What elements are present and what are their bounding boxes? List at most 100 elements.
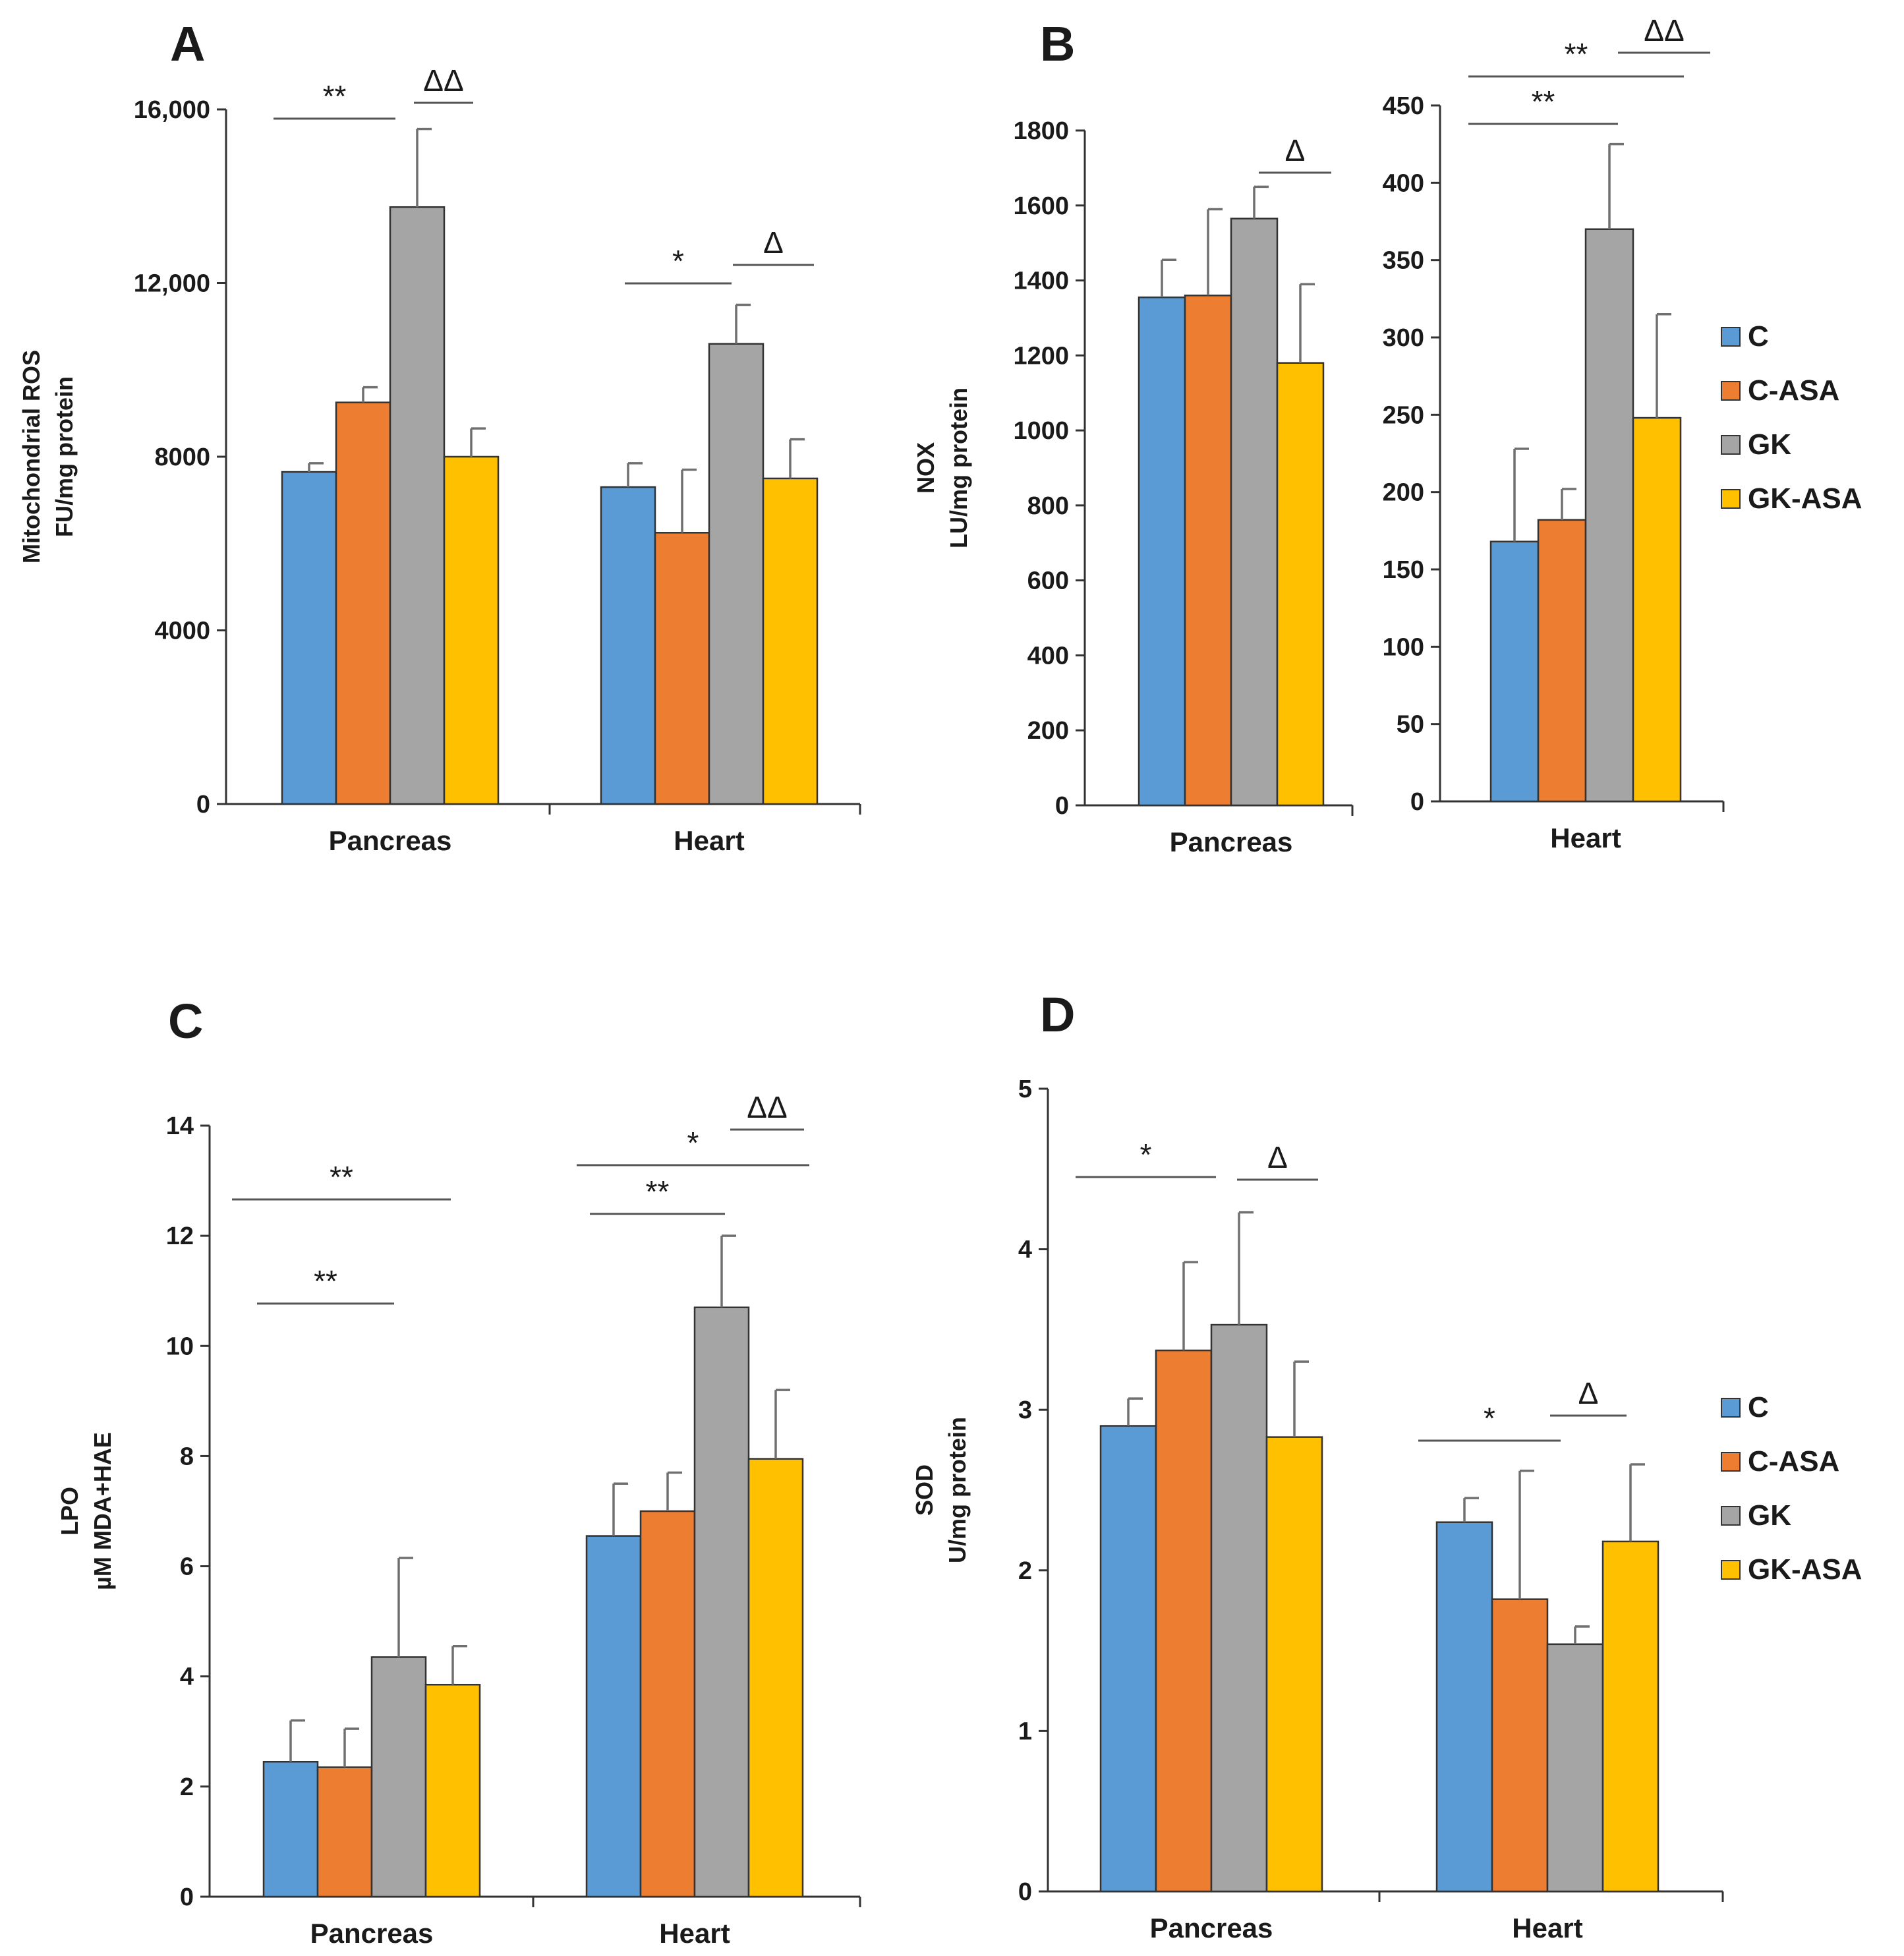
y-tick-label: 1800 — [1013, 117, 1069, 145]
bar-c-pancreas — [1099, 1425, 1157, 1893]
y-tick-label: 0 — [1055, 792, 1069, 820]
significance-marker: Δ — [763, 225, 784, 260]
legend-bottom: C C-ASA GK GK-ASA — [1721, 1391, 1862, 1586]
chart-a: 0 4000 8000 12,000 16,000 Pancreas Heart Mitoch… — [18, 16, 861, 856]
bar-gk-asa-heart — [1601, 1540, 1659, 1893]
y-tick-label: 2 — [1018, 1557, 1032, 1585]
significance-marker: ΔΔ — [423, 63, 463, 98]
y-tick-label: 3 — [1018, 1396, 1032, 1424]
bar-c-pancreas — [281, 471, 337, 805]
bar-gk-asa-heart — [1632, 417, 1682, 803]
y-tick-label: 100 — [1383, 633, 1424, 661]
y-tick-label: 14 — [166, 1112, 194, 1140]
chart-b2: 0 50 100 150 200 250 300 350 400 450 Heart ** ** ΔΔ — [1383, 13, 1725, 853]
x-tick-label-heart: Heart — [674, 825, 744, 856]
bar-c-asa-pancreas — [1184, 295, 1232, 807]
x-tick-label-pancreas: Pancreas — [329, 825, 452, 856]
y-tick-label: 12 — [166, 1222, 194, 1250]
significance-marker: ** — [1532, 84, 1555, 119]
significance-marker: * — [672, 244, 684, 278]
panel-label-c: C — [168, 994, 203, 1049]
y-tick-label: 0 — [1410, 788, 1424, 816]
y-tick-label: 8 — [180, 1443, 194, 1470]
bar-c-asa-heart — [639, 1510, 696, 1898]
y-tick-label: 2 — [180, 1773, 194, 1801]
y-tick-label: 1 — [1018, 1717, 1032, 1745]
bar-c-asa-heart — [1537, 519, 1587, 803]
x-tick-label-pancreas: Pancreas — [1170, 826, 1293, 857]
bar-c-heart — [1435, 1521, 1493, 1893]
y-axis-label: NOX — [912, 442, 939, 494]
x-tick-label-heart: Heart — [659, 1918, 730, 1949]
bar-c-asa-pancreas — [316, 1766, 373, 1898]
significance-marker: ** — [314, 1264, 337, 1298]
y-tick-label: 4 — [1018, 1236, 1032, 1264]
legend-label-gk: GK — [1748, 1499, 1791, 1532]
significance-marker: Δ — [1285, 133, 1306, 167]
bar-gk-pancreas — [389, 206, 446, 805]
y-tick-label: 12,000 — [134, 270, 210, 298]
y-tick-label: 350 — [1383, 247, 1424, 275]
bar-gk-asa-pancreas — [1276, 362, 1325, 807]
bar-c-heart — [1489, 540, 1540, 803]
bar-c-heart — [585, 1535, 642, 1898]
y-tick-label: 400 — [1027, 642, 1069, 670]
y-tick-label: 150 — [1383, 556, 1424, 584]
y-tick-label: 16,000 — [134, 96, 210, 124]
y-tick-label: 6 — [180, 1553, 194, 1581]
y-tick-label: 200 — [1383, 479, 1424, 507]
panel-label-a: A — [170, 16, 205, 71]
y-tick-label: 1000 — [1013, 417, 1069, 445]
legend-top: C C-ASA GK GK-ASA — [1721, 320, 1862, 515]
x-tick-label-pancreas: Pancreas — [310, 1918, 434, 1949]
significance-marker: Δ — [1578, 1376, 1599, 1410]
bar-c-pancreas — [1138, 296, 1186, 807]
significance-marker: ΔΔ — [747, 1090, 787, 1124]
y-axis-label: SOD — [911, 1464, 938, 1516]
bar-c-asa-pancreas — [1155, 1349, 1213, 1893]
bar-c-asa-heart — [1491, 1598, 1549, 1893]
bar-c-asa-pancreas — [335, 401, 391, 805]
y-axis-label: LPO — [56, 1487, 83, 1536]
x-tick-label-heart: Heart — [1512, 1913, 1582, 1943]
significance-marker: * — [687, 1126, 699, 1160]
y-tick-label: 1400 — [1013, 268, 1069, 295]
significance-marker: ΔΔ — [1644, 13, 1684, 47]
y-tick-label: 600 — [1027, 567, 1069, 595]
legend-label-c: C — [1748, 1391, 1769, 1424]
y-tick-label: 1200 — [1013, 342, 1069, 370]
bar-gk-heart — [693, 1306, 750, 1898]
y-axis-label: Mitochondrial ROS — [18, 350, 45, 563]
y-tick-label: 0 — [1018, 1878, 1032, 1906]
panel-label-b: B — [1040, 16, 1075, 71]
legend-swatch-gk — [1721, 435, 1741, 455]
bar-c-asa-heart — [654, 532, 710, 805]
y-axis-label: FU/mg protein — [51, 376, 78, 537]
bar-c-pancreas — [262, 1761, 319, 1898]
x-tick-label-pancreas: Pancreas — [1150, 1913, 1273, 1943]
y-axis-label: µM MDA+HAE — [89, 1432, 116, 1590]
bar-gk-asa-pancreas — [424, 1684, 481, 1898]
y-tick-label: 800 — [1027, 492, 1069, 520]
bar-gk-heart — [1546, 1643, 1604, 1893]
bar-gk-heart — [708, 343, 764, 805]
bar-gk-asa-heart — [747, 1458, 804, 1898]
y-tick-label: 0 — [196, 791, 210, 819]
bar-gk-pancreas — [1230, 217, 1279, 807]
y-tick-label: 5 — [1018, 1076, 1032, 1103]
significance-marker: * — [1484, 1401, 1495, 1435]
bar-gk-pancreas — [370, 1656, 427, 1898]
bar-gk-asa-pancreas — [1265, 1436, 1323, 1893]
legend-swatch-c — [1721, 327, 1741, 347]
bar-gk-heart — [1584, 228, 1634, 803]
chart-b1: 0 200 400 600 800 1000 1200 1400 1600 1800 Pancrea… — [912, 16, 1354, 857]
y-tick-label: 250 — [1383, 401, 1424, 429]
y-tick-label: 50 — [1397, 711, 1424, 739]
y-tick-label: 300 — [1383, 324, 1424, 352]
significance-marker: * — [1140, 1137, 1152, 1172]
y-tick-label: 1600 — [1013, 192, 1069, 220]
legend-swatch-c-asa — [1721, 1452, 1741, 1472]
chart-d: 0 1 2 3 4 5 Pancreas Heart SOD U/mg protein D * Δ * Δ — [911, 987, 1724, 1943]
significance-marker: ** — [646, 1174, 670, 1209]
